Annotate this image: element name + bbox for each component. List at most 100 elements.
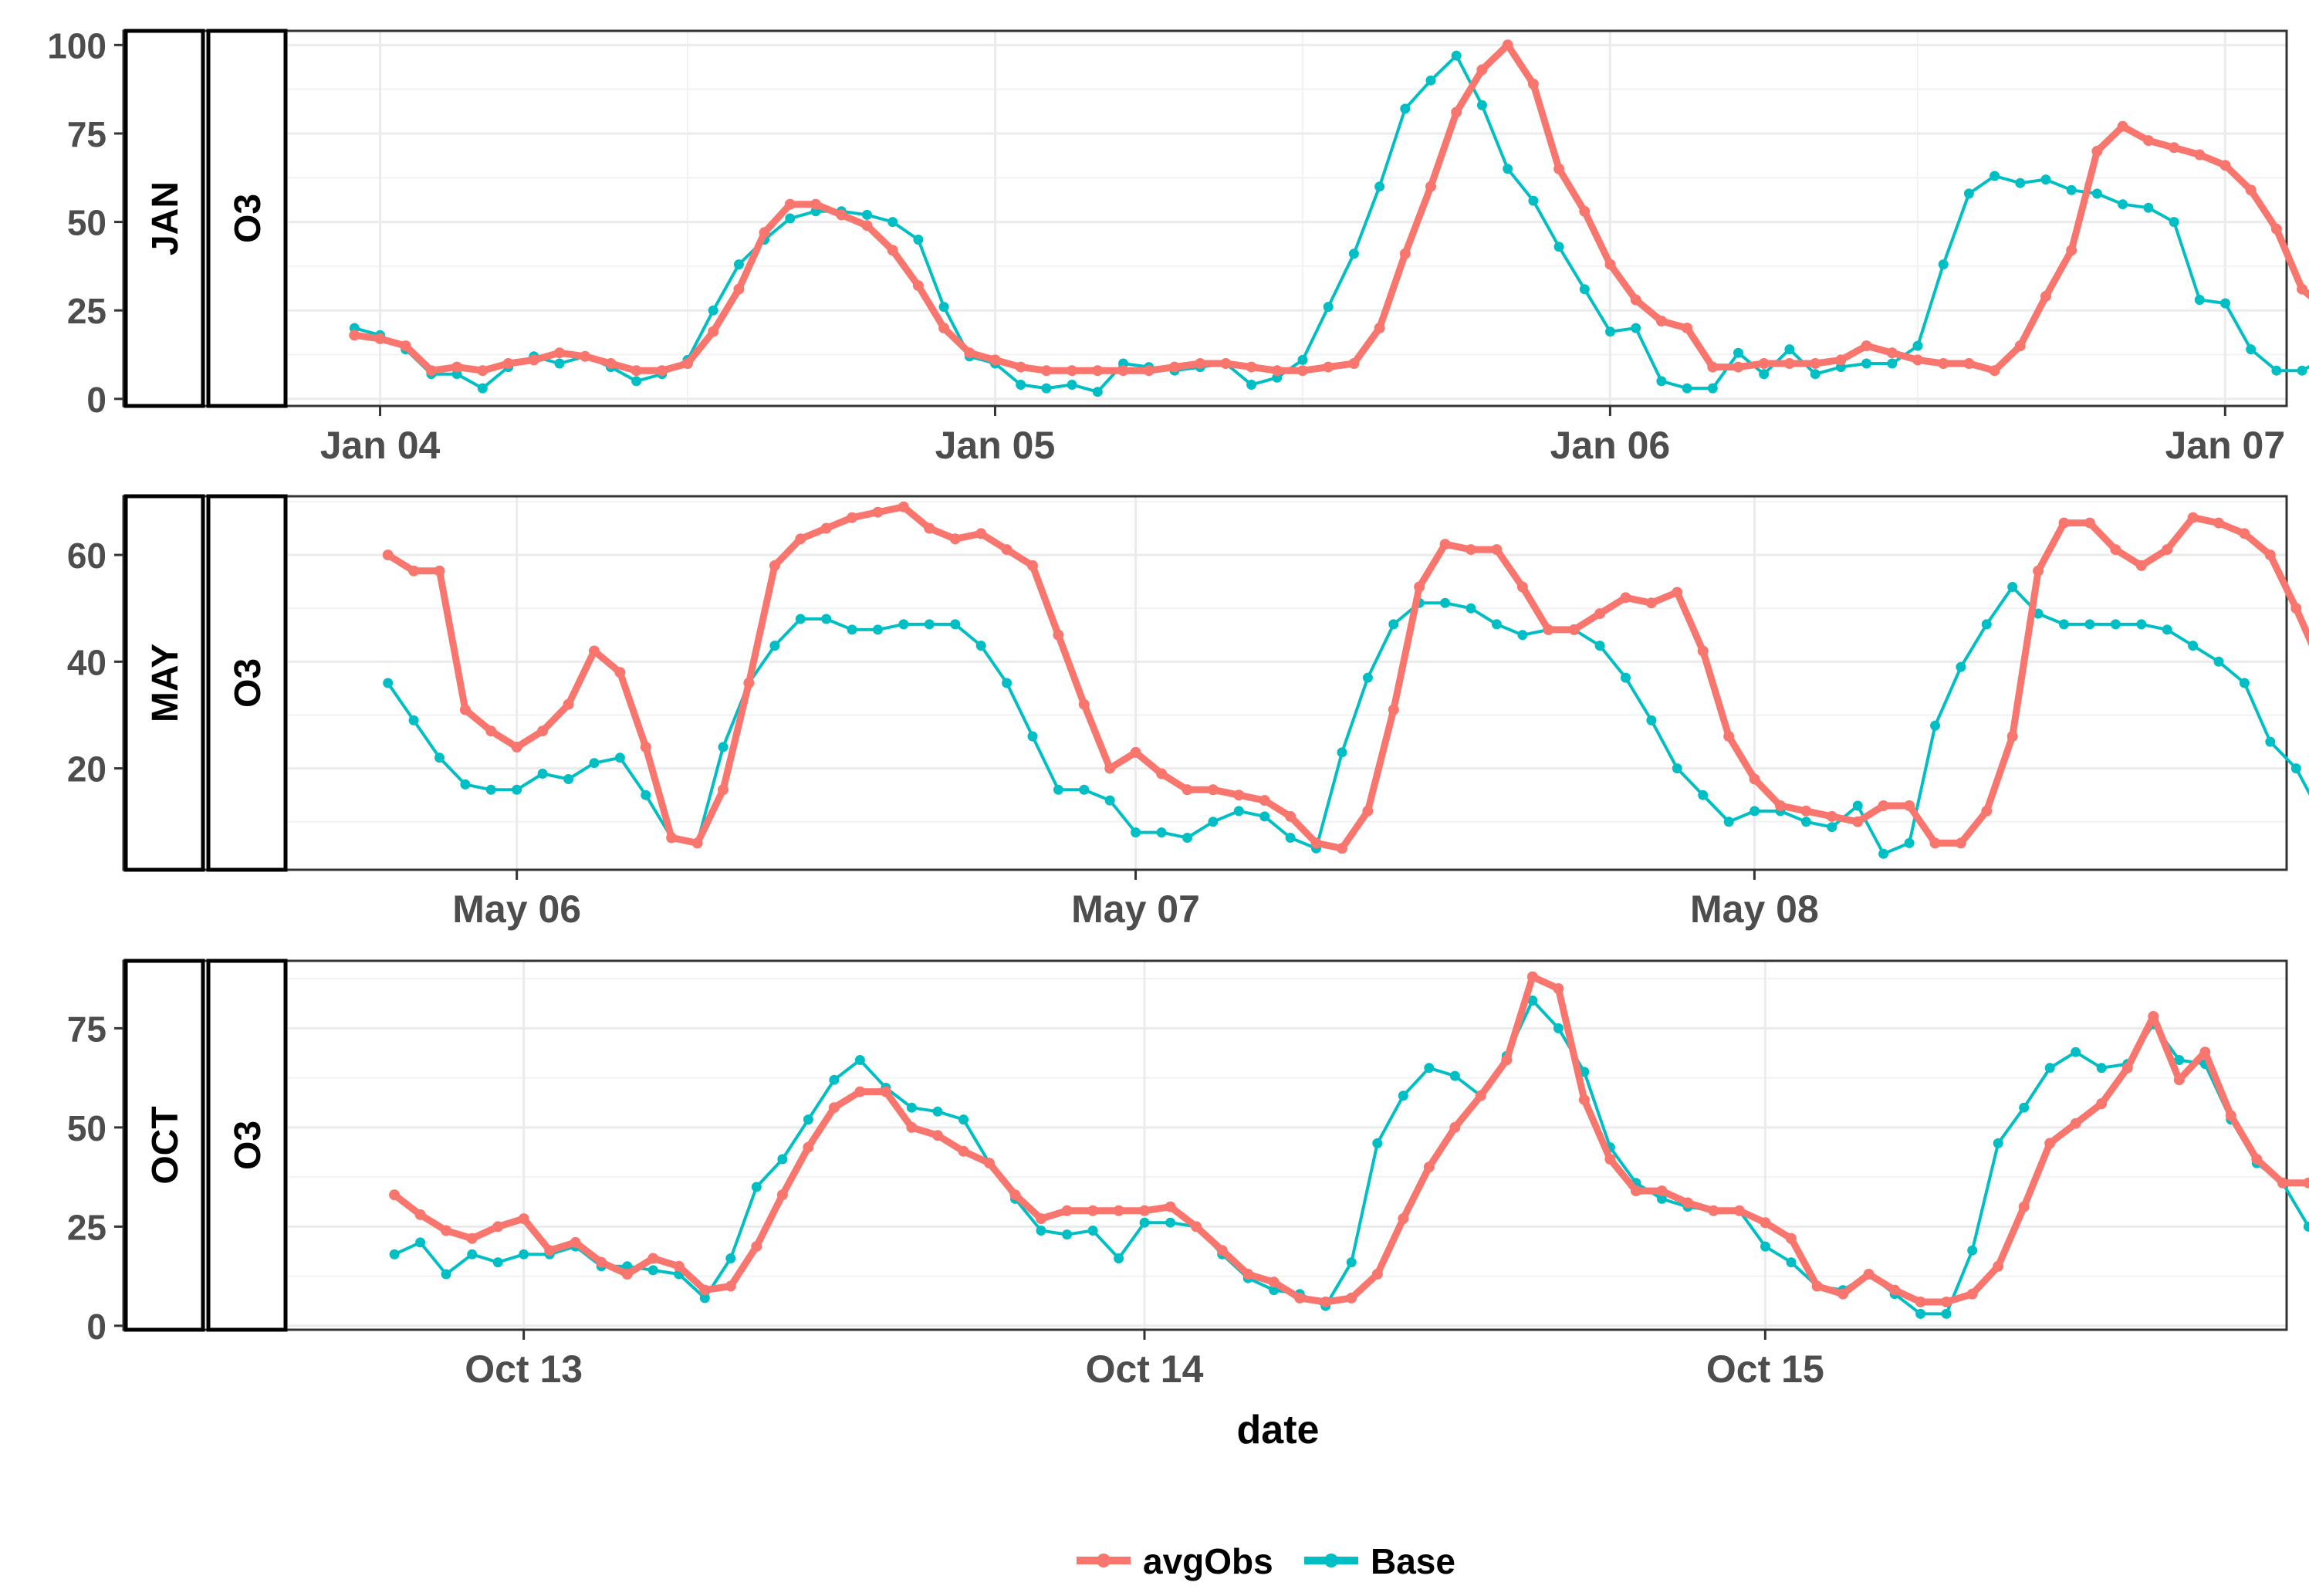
panel-oct-point-avgobs — [1786, 1233, 1797, 1244]
panel-oct-point-base — [415, 1237, 425, 1247]
panel-may-point-avgobs — [1388, 705, 1399, 715]
panel-oct-point-avgobs — [415, 1209, 426, 1220]
panel-oct-point-avgobs — [1864, 1269, 1875, 1280]
panel-may-point-avgobs — [2033, 566, 2044, 577]
panel-oct-point-avgobs — [1476, 1090, 1486, 1101]
panel-jan-point-base — [1093, 387, 1103, 397]
panel-may-point-base — [1982, 619, 1992, 629]
panel-may-point-base — [538, 769, 548, 779]
panel-may-point-avgobs — [1723, 731, 1734, 742]
panel-oct-point-avgobs — [1087, 1205, 1098, 1216]
panel-jan-point-avgobs — [836, 209, 847, 220]
panel-oct-point-avgobs — [1553, 983, 1564, 994]
panel-oct-point-avgobs — [1889, 1285, 1900, 1296]
panel-oct-point-avgobs — [2019, 1202, 2030, 1212]
panel-oct-point-avgobs — [1010, 1189, 1021, 1200]
panel-oct-point-avgobs — [2044, 1138, 2055, 1148]
panel-may-point-base — [460, 779, 470, 790]
panel-jan-point-avgobs — [1784, 358, 1795, 369]
panel-oct-point-avgobs — [699, 1285, 710, 1296]
panel-may-point-base — [1028, 732, 1038, 742]
panel-may-point-base — [2111, 619, 2121, 629]
panel-jan-point-avgobs — [1144, 365, 1154, 376]
panel-oct-point-avgobs — [1036, 1213, 1046, 1224]
panel-jan-point-base — [2041, 174, 2051, 184]
panel-jan-point-avgobs — [1348, 358, 1359, 369]
panel-jan-point-avgobs — [708, 326, 718, 337]
panel-oct-point-base — [1036, 1226, 1046, 1236]
panel-oct-point-base — [1993, 1138, 2003, 1148]
panel-may-point-base — [1724, 817, 1734, 827]
panel-may-point-base — [1079, 785, 1089, 795]
panel-oct-point-base — [2019, 1103, 2029, 1113]
panel-may-point-avgobs — [1233, 790, 1244, 800]
panel-oct-point-base — [2097, 1063, 2107, 1073]
panel-jan-point-avgobs — [1425, 181, 1436, 192]
panel-jan-point-base — [1426, 76, 1436, 86]
panel-jan-point-avgobs — [2118, 121, 2128, 132]
panel-may-point-avgobs — [1131, 747, 1141, 758]
strip-month-label-oct: OCT — [145, 1106, 186, 1184]
panel-jan-point-base — [2015, 178, 2025, 188]
panel-jan-point-avgobs — [2220, 160, 2231, 171]
panel-may-point-base — [1131, 827, 1141, 837]
strip-pollutant-label-may: O3 — [228, 658, 269, 708]
panel-jan-x-tick-label: Jan 07 — [2165, 424, 2285, 467]
panel-may-point-base — [512, 785, 522, 795]
panel-may-point-avgobs — [1930, 837, 1941, 848]
panel-oct-point-base — [1088, 1226, 1098, 1236]
panel-may-point-avgobs — [1002, 544, 1013, 555]
panel-oct-point-base — [1553, 1023, 1564, 1033]
panel-oct-point-base — [390, 1249, 400, 1260]
panel-may-point-base — [847, 624, 857, 634]
panel-jan-point-avgobs — [785, 199, 796, 210]
panel-oct-point-avgobs — [544, 1245, 555, 1256]
panel-jan-point-base — [1067, 380, 1077, 390]
panel-may-point-base — [1182, 833, 1192, 843]
panel-may-point-base — [2084, 619, 2094, 629]
panel-may-point-avgobs — [1053, 630, 1063, 641]
panel-may-point-avgobs — [950, 533, 961, 544]
panel-jan-x-tick-label: Jan 04 — [320, 424, 441, 467]
panel-oct-point-avgobs — [1709, 1205, 1719, 1216]
panel-jan-point-base — [1708, 384, 1718, 394]
panel-oct-point-avgobs — [1191, 1221, 1202, 1232]
panel-jan-point-base — [1016, 380, 1026, 390]
panel-jan-point-avgobs — [964, 347, 975, 358]
panel-oct-point-avgobs — [1734, 1205, 1745, 1216]
panel-may-point-avgobs — [1672, 587, 1682, 598]
panel-jan-point-avgobs — [1682, 323, 1692, 333]
strip-month-label-jan: JAN — [145, 181, 186, 255]
panel-jan-point-base — [1887, 359, 1897, 369]
panel-may-point-base — [1492, 619, 1502, 629]
panel-jan-point-avgobs — [1092, 365, 1103, 376]
panel-may-point-avgobs — [485, 725, 496, 736]
panel-oct-point-avgobs — [1346, 1293, 1357, 1304]
panel-jan-point-base — [2220, 299, 2230, 309]
strip-pollutant-label-oct: O3 — [228, 1121, 269, 1170]
panel-jan-point-avgobs — [529, 354, 539, 365]
panel-oct-point-avgobs — [803, 1142, 813, 1153]
panel-jan-point-base — [1861, 359, 1871, 369]
panel-jan-point-avgobs — [1400, 249, 1411, 259]
panel-oct-point-avgobs — [2277, 1178, 2288, 1189]
legend-key-avgObs-point — [1097, 1554, 1111, 1567]
panel-oct-point-base — [1450, 1071, 1460, 1081]
panel-may-point-avgobs — [1827, 811, 1837, 822]
panel-jan-point-avgobs — [349, 330, 360, 340]
panel-may-point-avgobs — [2162, 544, 2172, 555]
panel-oct-y-tick-label: 50 — [67, 1108, 106, 1148]
panel-jan-point-avgobs — [477, 365, 488, 376]
panel-oct-point-avgobs — [984, 1158, 995, 1168]
panel-may-point-avgobs — [1852, 817, 1863, 827]
panel-oct-point-avgobs — [467, 1233, 478, 1244]
panel-jan-point-base — [478, 384, 488, 394]
panel-jan-point-base — [1810, 369, 1820, 379]
panel-oct-point-base — [2071, 1047, 2081, 1057]
panel-may-point-avgobs — [847, 512, 857, 523]
panel-oct-point-base — [493, 1257, 503, 1267]
panel-jan-point-avgobs — [2246, 184, 2257, 195]
strip-month-label-may: MAY — [145, 644, 186, 722]
panel-may-point-avgobs — [1569, 624, 1580, 635]
panel-oct-point-base — [1165, 1218, 1175, 1228]
